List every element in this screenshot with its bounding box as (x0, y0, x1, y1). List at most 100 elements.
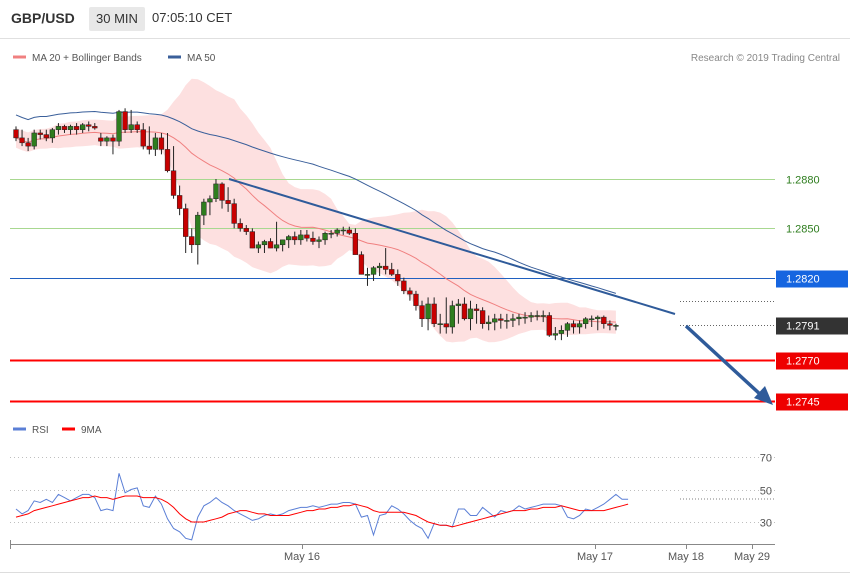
candle-body-52 (328, 233, 334, 235)
candle-body-95 (589, 318, 595, 321)
candle-body-30 (195, 214, 201, 246)
candle-body-18 (122, 111, 128, 130)
candle-body-45 (286, 236, 292, 241)
clock-label: 07:05:10 CET (152, 10, 233, 25)
candle-body-20 (134, 124, 140, 130)
rsi-grid: 70 50 30 (10, 453, 775, 530)
candle-body-46 (292, 236, 298, 241)
candle-body-85 (528, 315, 534, 318)
candle-body-22 (146, 145, 152, 150)
level-box-1.2820 (776, 270, 848, 288)
candle-body-76 (473, 308, 480, 311)
candle-body-64 (401, 280, 407, 292)
candle-body-47 (298, 234, 304, 241)
candle-body-94 (582, 318, 589, 324)
legend-ma20-label: MA 20 + Bollinger Bands (32, 53, 142, 64)
price-legend: MA 20 + Bollinger Bands MA 50 (13, 53, 216, 64)
candle-body-33 (213, 183, 219, 199)
candle-body-2 (25, 142, 31, 147)
candle-body-78 (486, 321, 492, 324)
level-label-1.2770: 1.2770 (786, 356, 820, 368)
rsi-tick-50: 50 (760, 486, 772, 498)
level-box-1.2770 (776, 352, 848, 370)
level-box-1.2745 (776, 393, 848, 411)
candle-body-7 (55, 126, 62, 130)
candle-body-55 (346, 229, 352, 234)
level-label-1.2850: 1.2850 (786, 224, 820, 236)
candle-body-74 (461, 303, 468, 320)
candle-body-40 (255, 244, 262, 249)
candle-body-66 (413, 293, 419, 306)
candle-body-53 (334, 229, 340, 234)
candle-body-24 (158, 137, 165, 150)
candle-body-17 (116, 111, 122, 142)
level-label-1.2820: 1.2820 (786, 274, 820, 286)
candle-body-97 (601, 316, 607, 324)
candle-body-57 (358, 254, 365, 275)
price-levels (10, 179, 775, 403)
candle-body-87 (540, 315, 546, 317)
x-tick-label-3: May 29 (734, 551, 770, 563)
price-level-labels: 1.2880 1.2850 1.2820 1.2791 1.2770 1.2745 (776, 175, 848, 411)
candle-body-1 (19, 137, 25, 144)
rsi-ma-line (15, 495, 629, 528)
candle-body-48 (304, 234, 310, 239)
candle-body-60 (376, 265, 383, 269)
candle-body-37 (237, 223, 243, 229)
candle-body-86 (534, 315, 540, 317)
candle-body-9 (67, 126, 74, 130)
candle-body-5 (43, 134, 49, 139)
rsi-tick-70: 70 (760, 453, 772, 465)
candle-body-41 (261, 241, 268, 246)
bollinger-band (16, 78, 616, 343)
candle-body-27 (176, 195, 183, 209)
candle-body-69 (431, 303, 437, 324)
candle-body-63 (395, 274, 401, 282)
timeframe-button[interactable]: 30 MIN (89, 7, 145, 31)
chart-header: GBP/USD 30 MIN 07:05:10 CET (0, 0, 850, 38)
candle-body-92 (570, 323, 577, 328)
candle-body-62 (389, 269, 395, 275)
candle-body-38 (243, 228, 249, 232)
candle-body-99 (613, 325, 619, 327)
candle-body-6 (49, 129, 56, 139)
candle-body-32 (207, 198, 213, 203)
ma20-line (15, 131, 616, 323)
candle-body-44 (279, 239, 286, 246)
symbol-label: GBP/USD (11, 10, 75, 26)
candle-body-4 (37, 132, 43, 135)
candle-body-68 (425, 303, 431, 320)
level-label-1.2745: 1.2745 (786, 397, 820, 409)
candle-body-13 (92, 126, 98, 129)
candle-body-65 (407, 290, 413, 295)
candle-body-3 (31, 132, 37, 147)
ma50-line (15, 110, 617, 294)
rsi-tick-30: 30 (760, 518, 772, 530)
x-tick-label-2: May 18 (668, 551, 704, 563)
candle-body-42 (267, 241, 274, 249)
credit-label: Research © 2019 Trading Central (691, 53, 840, 64)
level-box-1.2791 (776, 317, 848, 335)
candle-body-93 (576, 323, 583, 328)
candle-body-54 (340, 229, 346, 232)
candle-body-61 (383, 265, 389, 270)
candle-body-83 (516, 316, 522, 320)
legend-9ma-label: 9MA (81, 425, 102, 436)
candle-body-70 (437, 323, 443, 325)
candle-body-12 (86, 124, 92, 127)
x-axis: May 16 May 17 May 18 May 29 (10, 540, 775, 563)
legend-rsi-label: RSI (32, 425, 49, 436)
candle-body-14 (98, 137, 104, 142)
candle-body-81 (504, 320, 510, 322)
candle-body-28 (183, 208, 189, 237)
forecast-arrow (684, 324, 764, 398)
candle-body-21 (140, 129, 146, 147)
candle-body-15 (104, 137, 110, 142)
x-tick-label-0: May 16 (284, 551, 320, 563)
candle-body-71 (443, 323, 449, 328)
candle-body-75 (467, 308, 474, 320)
candle-body-96 (595, 316, 601, 320)
candle-body-0 (13, 129, 19, 139)
forecast-arrowhead (754, 386, 773, 405)
